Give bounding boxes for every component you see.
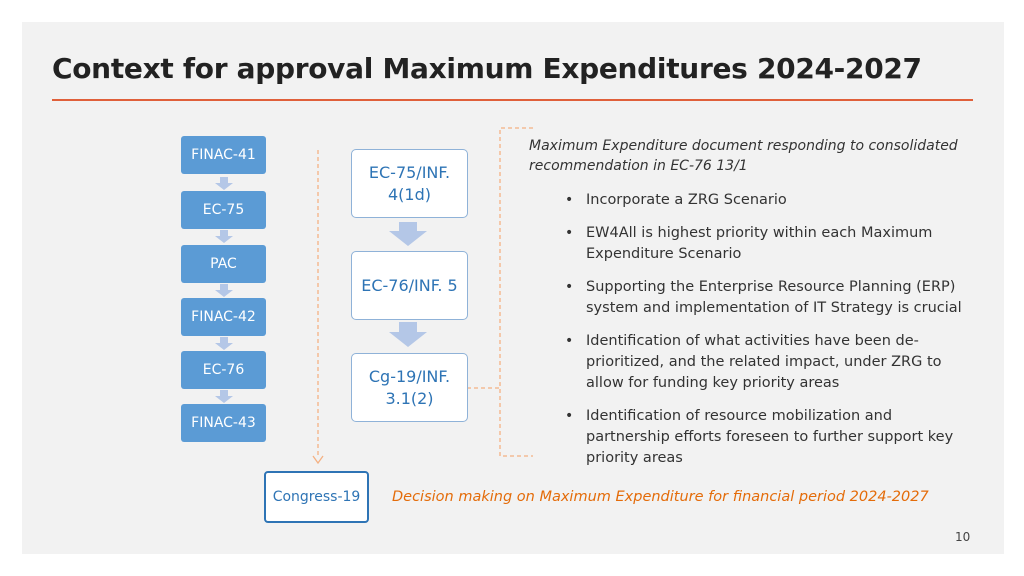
list-item: Incorporate a ZRG Scenario xyxy=(565,190,980,211)
flow-step-finac-42: FINAC-42 xyxy=(181,298,266,336)
document-ec-75-inf-4: EC-75/INF. 4(1d) xyxy=(351,149,468,218)
flow-step-pac: PAC xyxy=(181,245,266,283)
document-cg-19-inf-3: Cg-19/INF. 3.1(2) xyxy=(351,353,468,422)
document-label: EC-76/INF. 5 xyxy=(361,275,458,295)
list-item: EW4All is highest priority within each M… xyxy=(565,223,980,265)
list-item: Identification of resource mobilization … xyxy=(565,406,980,469)
flow-step-ec-76: EC-76 xyxy=(181,351,266,389)
document-label: Cg-19/INF. xyxy=(368,366,451,386)
document-ec-76-inf-5: EC-76/INF. 5 xyxy=(351,251,468,320)
page-title: Context for approval Maximum Expenditure… xyxy=(52,52,922,85)
title-divider xyxy=(52,99,973,101)
document-label: 3.1(2) xyxy=(385,388,434,408)
list-item: Identification of what activities have b… xyxy=(565,331,980,394)
list-item: Supporting the Enterprise Resource Plann… xyxy=(565,277,980,319)
flow-step-finac-43: FINAC-43 xyxy=(181,404,266,442)
notes-bullet-list: Incorporate a ZRG Scenario EW4All is hig… xyxy=(565,190,980,481)
flow-step-ec-75: EC-75 xyxy=(181,191,266,229)
flow-step-finac-41: FINAC-41 xyxy=(181,136,266,174)
congress-box: Congress-19 xyxy=(264,471,369,523)
decision-caption: Decision making on Maximum Expenditure f… xyxy=(392,489,929,505)
document-label: 4(1d) xyxy=(388,184,431,204)
document-label: EC-75/INF. xyxy=(368,162,451,182)
notes-heading: Maximum Expenditure document responding … xyxy=(529,138,958,174)
page-number: 10 xyxy=(955,530,971,544)
